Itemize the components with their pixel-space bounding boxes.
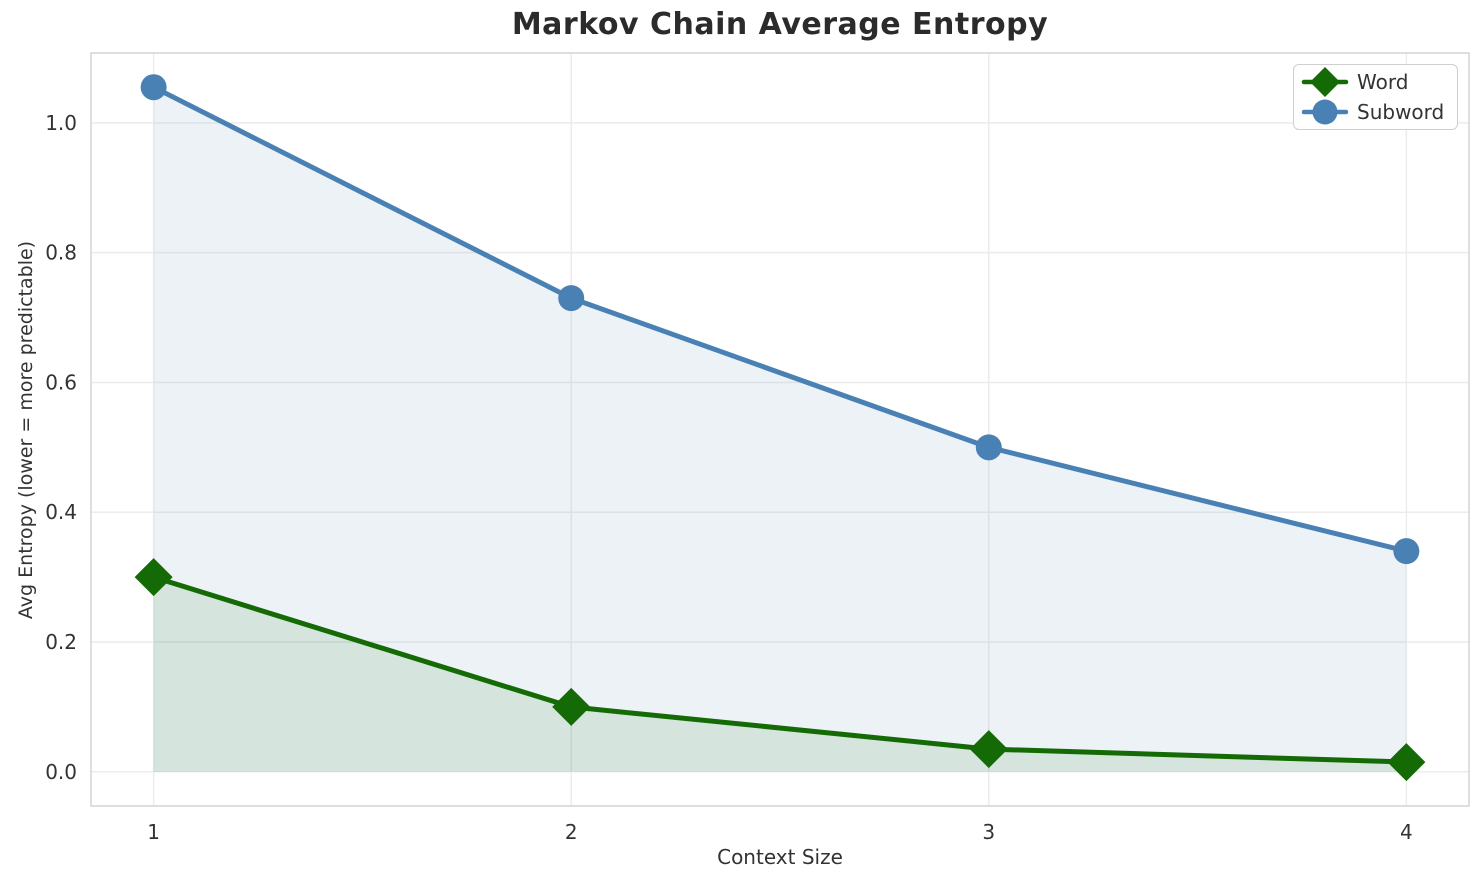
svg-text:0.4: 0.4 (45, 500, 77, 524)
svg-text:1: 1 (147, 820, 160, 844)
series-word-markers (134, 558, 1426, 782)
svg-text:1.0: 1.0 (45, 111, 77, 135)
x-tick-labels: 1 2 3 4 (147, 820, 1412, 844)
svg-text:0.8: 0.8 (45, 241, 77, 265)
y-axis-label: Avg Entropy (lower = more predictable) (15, 240, 37, 620)
plot-background (91, 53, 1469, 806)
series-subword-markers (140, 74, 1420, 565)
svg-text:4: 4 (1400, 820, 1413, 844)
gridlines (91, 53, 1469, 806)
svg-text:0.0: 0.0 (45, 760, 77, 784)
legend-item-word: Word (1301, 67, 1449, 97)
chart-title: Markov Chain Average Entropy (511, 7, 1049, 42)
word-diamond-marker-icon (1301, 67, 1349, 97)
legend: Word Subword (1293, 64, 1458, 130)
y-tick-labels: 0.0 0.2 0.4 0.6 0.8 1.0 (45, 111, 77, 784)
subword-circle-marker-icon (1301, 99, 1349, 125)
svg-text:0.2: 0.2 (45, 630, 77, 654)
svg-text:3: 3 (982, 820, 995, 844)
legend-label-subword: Subword (1357, 100, 1445, 124)
series-word-line (151, 574, 1409, 765)
x-axis-label: Context Size (717, 845, 843, 869)
svg-text:2: 2 (565, 820, 578, 844)
series-word-fill (153, 577, 1407, 772)
series-subword-line (151, 84, 1409, 554)
plot-border (90, 52, 1470, 807)
series-subword-fill (153, 87, 1407, 772)
legend-label-word: Word (1357, 70, 1409, 94)
svg-text:0.6: 0.6 (45, 370, 77, 394)
legend-item-subword: Subword (1301, 97, 1449, 127)
